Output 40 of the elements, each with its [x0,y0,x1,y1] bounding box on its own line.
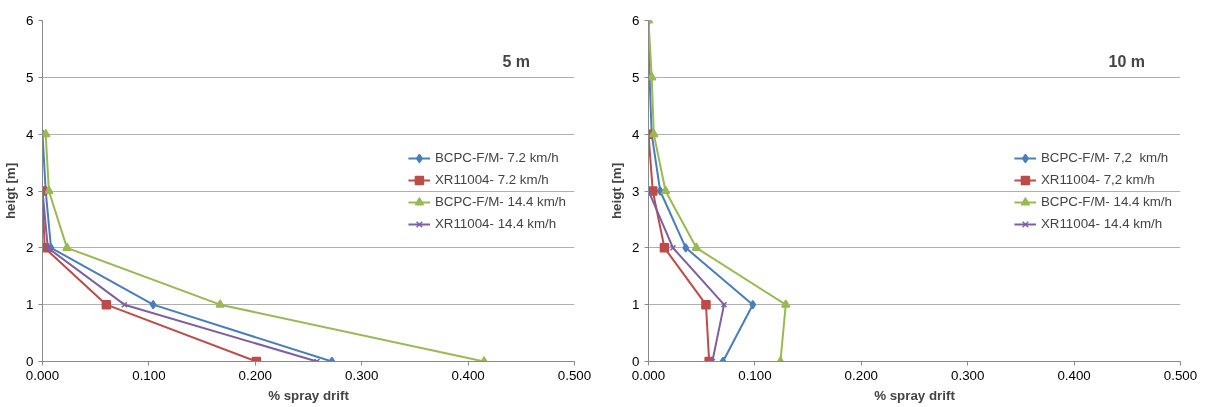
y-tick-label: 4 [632,126,641,142]
y-tick-label: 4 [26,126,35,142]
x-tick-label: 0.300 [345,367,379,383]
y-tick-label: 5 [26,69,34,85]
y-axis-title: heigt [m] [3,162,19,220]
y-tick-label: 2 [632,240,640,256]
y-tick-label: 2 [26,240,34,256]
y-tick-label: 3 [26,183,34,199]
x-tick-label: 0.200 [238,367,272,383]
x-tick-label: 0.500 [557,367,592,383]
legend-label: BCPC-F/M- 7,2 km/h [1040,150,1169,165]
x-tick-label: 0.100 [132,367,166,383]
x-tick-label: 0.100 [738,367,772,383]
legend-label: BCPC-F/M- 14.4 km/h [434,194,566,209]
x-tick-label: 0.200 [844,367,878,383]
legend-label: XR11004- 7.2 km/h [434,172,549,187]
legend-label: XR11004- 14.4 km/h [434,216,557,231]
x-tick-label: 0.400 [451,367,485,383]
y-tick-label: 6 [26,13,34,28]
x-tick-label: 0.400 [1057,367,1091,383]
x-tick-label: 0.000 [631,367,666,383]
legend-label: XR11004- 7,2 km/h [1040,172,1155,187]
x-tick-label: 0.500 [1163,367,1198,383]
x-axis-title: % spray drift [268,387,350,403]
y-tick-label: 5 [632,69,640,85]
x-tick-label: 0.000 [25,367,60,383]
text: 10 m [1108,52,1145,70]
y-axis-title: heigt [m] [609,162,625,220]
y-tick-label: 1 [26,297,34,313]
x-tick-label: 0.300 [951,367,985,383]
y-tick-label: 1 [632,297,640,313]
y-tick-label: 6 [632,13,640,28]
legend-label: XR11004- 14.4 km/h [1040,216,1163,231]
y-tick-label: 3 [632,183,640,199]
y-tick-label: 0 [632,354,640,369]
x-axis-title: % spray drift [874,387,956,403]
legend-label: BCPC-F/M- 7.2 km/h [434,150,559,165]
legend-label: BCPC-F/M- 14.4 km/h [1040,194,1172,209]
y-tick-label: 0 [26,354,34,369]
text: 5 m [502,52,531,70]
